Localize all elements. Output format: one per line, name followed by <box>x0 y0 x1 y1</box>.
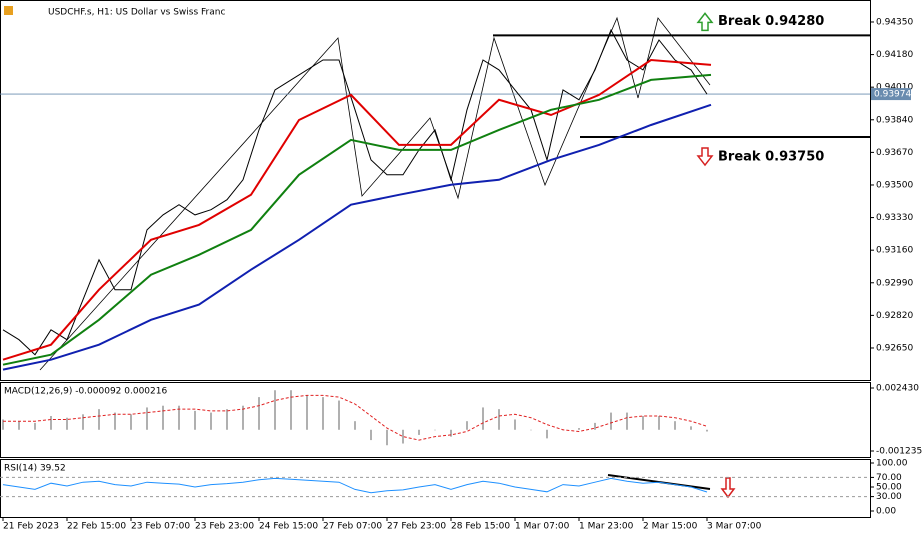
y-tick-label: 0.92990 <box>876 278 913 288</box>
symbol-icon <box>4 6 13 15</box>
macd-bar <box>466 421 468 430</box>
y-tick-label: 0.92650 <box>876 343 913 353</box>
current-price-label: 0.93974 <box>874 90 911 100</box>
macd-bar <box>290 390 292 430</box>
y-tick-label: 0.94350 <box>876 17 913 27</box>
macd-bar <box>354 421 356 430</box>
macd-bar <box>210 412 212 430</box>
macd-bar <box>402 429 404 444</box>
macd-bar <box>194 410 196 430</box>
x-tick-label: 24 Feb 15:00 <box>259 522 318 532</box>
macd-bar <box>50 416 52 430</box>
break-arrow <box>696 147 714 167</box>
rsi-panel <box>0 459 871 518</box>
y-tick-label: 0.93840 <box>876 115 913 125</box>
macd-bar <box>498 409 500 430</box>
x-tick-label: 3 Mar 07:00 <box>707 522 762 532</box>
macd-bar <box>370 429 372 441</box>
macd-bar <box>162 405 164 430</box>
macd-bar <box>450 429 452 437</box>
x-tick-label: 23 Feb 07:00 <box>131 522 190 532</box>
macd-bar <box>514 419 516 430</box>
macd-bar <box>546 429 548 439</box>
macd-bar <box>578 428 580 430</box>
macd-bar <box>242 405 244 430</box>
macd-bar <box>674 421 676 430</box>
x-tick-label: 1 Mar 07:00 <box>515 522 570 532</box>
break-label: Break 0.94280 <box>718 14 824 29</box>
break-arrow <box>696 12 714 32</box>
x-tick-label: 27 Feb 07:00 <box>323 522 382 532</box>
panel-title: RSI(14) 39.52 <box>4 464 66 474</box>
x-tick-label: 1 Mar 23:00 <box>579 522 634 532</box>
y-tick-label: 0.002430 <box>876 383 919 393</box>
current-price-box <box>871 88 911 101</box>
macd-bar <box>386 429 388 446</box>
y-tick-label: 0.93160 <box>876 246 913 256</box>
macd-bar <box>82 414 84 430</box>
macd-bar <box>626 412 628 430</box>
macd-bar <box>274 390 276 430</box>
macd-bar <box>18 421 20 430</box>
macd-bar <box>258 397 260 430</box>
y-tick-label: 0.93670 <box>876 148 913 158</box>
y-tick-label: 0.94180 <box>876 50 913 60</box>
panel-title: MACD(12,26,9) -0.000092 0.000216 <box>4 387 167 397</box>
price-panel <box>0 0 871 381</box>
x-tick-label: 23 Feb 23:00 <box>195 522 254 532</box>
macd-bar <box>306 395 308 430</box>
macd-bar <box>642 416 644 430</box>
series-line <box>2 477 708 494</box>
y-tick-label: 100.00 <box>876 458 908 468</box>
chart-header: USDCHF.s, H1: US Dollar vs Swiss Franc <box>48 8 225 18</box>
series-line <box>2 103 712 371</box>
y-tick-label: 0.93330 <box>876 213 913 223</box>
macd-bar <box>114 412 116 430</box>
macd-bar <box>98 409 100 430</box>
zigzag <box>39 16 711 371</box>
macd-bar <box>690 426 692 430</box>
macd-bar <box>226 409 228 430</box>
y-tick-label: 0.93500 <box>876 180 913 190</box>
macd-bar <box>594 422 596 430</box>
y-tick-label: -0.001235 <box>876 447 922 457</box>
macd-bar <box>2 419 4 430</box>
y-tick-label: 0.00 <box>876 506 896 516</box>
macd-bar <box>434 429 436 431</box>
series-line <box>2 58 712 361</box>
macd-panel <box>0 382 871 458</box>
break-label: Break 0.93750 <box>718 150 824 165</box>
macd-bar <box>530 429 532 431</box>
macd-bar <box>178 405 180 430</box>
macd-bar <box>66 417 68 430</box>
x-tick-label: 28 Feb 15:00 <box>451 522 510 532</box>
macd-bar <box>706 429 708 432</box>
y-tick-label: 0.92820 <box>876 311 913 321</box>
macd-bar <box>658 416 660 430</box>
series-line <box>3 394 708 441</box>
y-tick-label: 70.00 <box>876 473 902 483</box>
macd-bar <box>482 407 484 430</box>
macd-bar <box>322 397 324 430</box>
macd-bar <box>130 414 132 430</box>
x-tick-label: 27 Feb 23:00 <box>387 522 446 532</box>
x-tick-label: 22 Feb 15:00 <box>67 522 126 532</box>
series-line <box>2 73 712 366</box>
macd-bar <box>418 429 420 435</box>
macd-bar <box>610 412 612 430</box>
y-tick-label: 30.00 <box>876 492 902 502</box>
macd-bar <box>34 422 36 430</box>
x-tick-label: 2 Mar 15:00 <box>643 522 698 532</box>
y-tick-label: 0.94010 <box>876 83 913 93</box>
down-arrow <box>720 477 736 499</box>
x-tick-label: 21 Feb 2023 <box>3 522 59 532</box>
macd-bar <box>146 407 148 430</box>
series-line <box>2 28 708 356</box>
macd-bar <box>338 400 340 430</box>
y-tick-label: 50.00 <box>876 482 902 492</box>
